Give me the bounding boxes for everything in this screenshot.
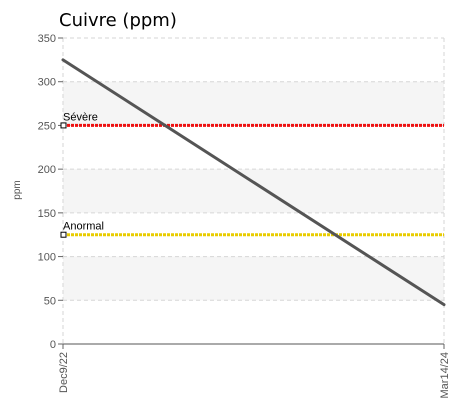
threshold-marker (60, 122, 67, 129)
y-axis-ticks: 0 50 100 150 200 250 300 350 (38, 33, 63, 351)
x-tick-label: Dec9/22 (58, 352, 70, 393)
grid-band (63, 169, 444, 213)
y-tick-label: 300 (38, 77, 56, 89)
y-tick-label: 100 (38, 252, 56, 264)
grid-band (63, 81, 444, 126)
y-tick-label: 200 (38, 164, 56, 176)
y-axis-label: ppm (12, 180, 23, 199)
y-tick-label: 50 (44, 295, 56, 307)
y-tick-label: 150 (38, 208, 56, 220)
y-tick-label: 0 (50, 339, 56, 351)
grid-band (63, 256, 444, 301)
data-series (61, 58, 446, 307)
y-tick-label: 250 (38, 120, 56, 132)
threshold-label: Anormal (63, 221, 104, 233)
chart-title: Cuivre (ppm) (59, 10, 177, 31)
series-line (61, 58, 446, 307)
y-tick-label: 350 (38, 33, 56, 45)
threshold-marker (60, 231, 67, 238)
threshold-lines: Sévère Anormal (60, 111, 444, 238)
x-axis-ticks: Dec9/22 Mar14/24 (58, 344, 451, 398)
threshold-label: Sévère (63, 111, 98, 123)
x-tick-label: Mar14/24 (439, 352, 451, 398)
